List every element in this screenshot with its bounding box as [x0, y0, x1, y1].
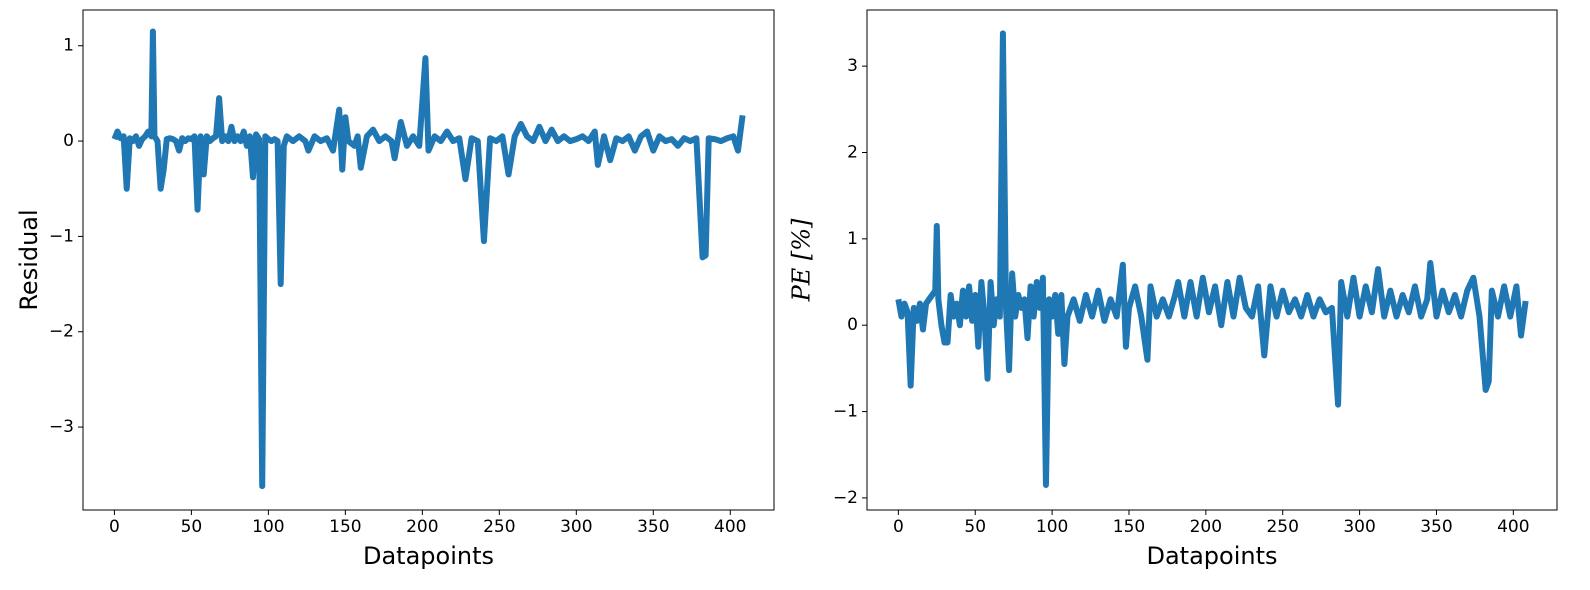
y-tick-label: −2 — [833, 488, 858, 508]
axes-frame — [82, 9, 775, 511]
x-tick-label: 100 — [1036, 517, 1068, 537]
y-tick-label: 1 — [63, 36, 74, 56]
x-axis-label: Datapoints — [1146, 542, 1277, 570]
y-tick-label: 2 — [847, 142, 858, 162]
y-axis-label: Residual — [15, 209, 43, 310]
x-tick-label: 200 — [406, 517, 438, 537]
x-tick-label: 150 — [329, 517, 361, 537]
x-tick-label: 300 — [1343, 517, 1375, 537]
y-tick-label: −3 — [49, 417, 74, 437]
y-tick-label: 1 — [847, 229, 858, 249]
x-tick-label: 50 — [181, 517, 203, 537]
x-tick-label: 50 — [964, 517, 986, 537]
x-tick-label: 400 — [1497, 517, 1529, 537]
data-line — [895, 30, 1529, 488]
x-axis-label: Datapoints — [363, 542, 494, 570]
x-tick-label: 200 — [1190, 517, 1222, 537]
x-tick-label: 350 — [1420, 517, 1452, 537]
x-tick-label: 250 — [483, 517, 515, 537]
data-line — [111, 28, 746, 490]
x-tick-label: 300 — [560, 517, 592, 537]
x-tick-label: 400 — [714, 517, 746, 537]
x-tick-label: 350 — [637, 517, 669, 537]
y-tick-label: −2 — [49, 322, 74, 342]
x-tick-label: 0 — [893, 517, 904, 537]
x-tick-label: 100 — [252, 517, 284, 537]
y-tick-label: −1 — [833, 402, 858, 422]
y-tick-label: 0 — [63, 131, 74, 151]
y-tick-label: −1 — [49, 226, 74, 246]
y-tick-label: 0 — [847, 315, 858, 335]
x-tick-label: 0 — [109, 517, 120, 537]
x-tick-label: 250 — [1266, 517, 1298, 537]
x-tick-label: 150 — [1113, 517, 1145, 537]
y-tick-label: 3 — [847, 56, 858, 76]
axes-frame — [866, 9, 1558, 511]
y-axis-label: PE [%] — [788, 218, 816, 302]
